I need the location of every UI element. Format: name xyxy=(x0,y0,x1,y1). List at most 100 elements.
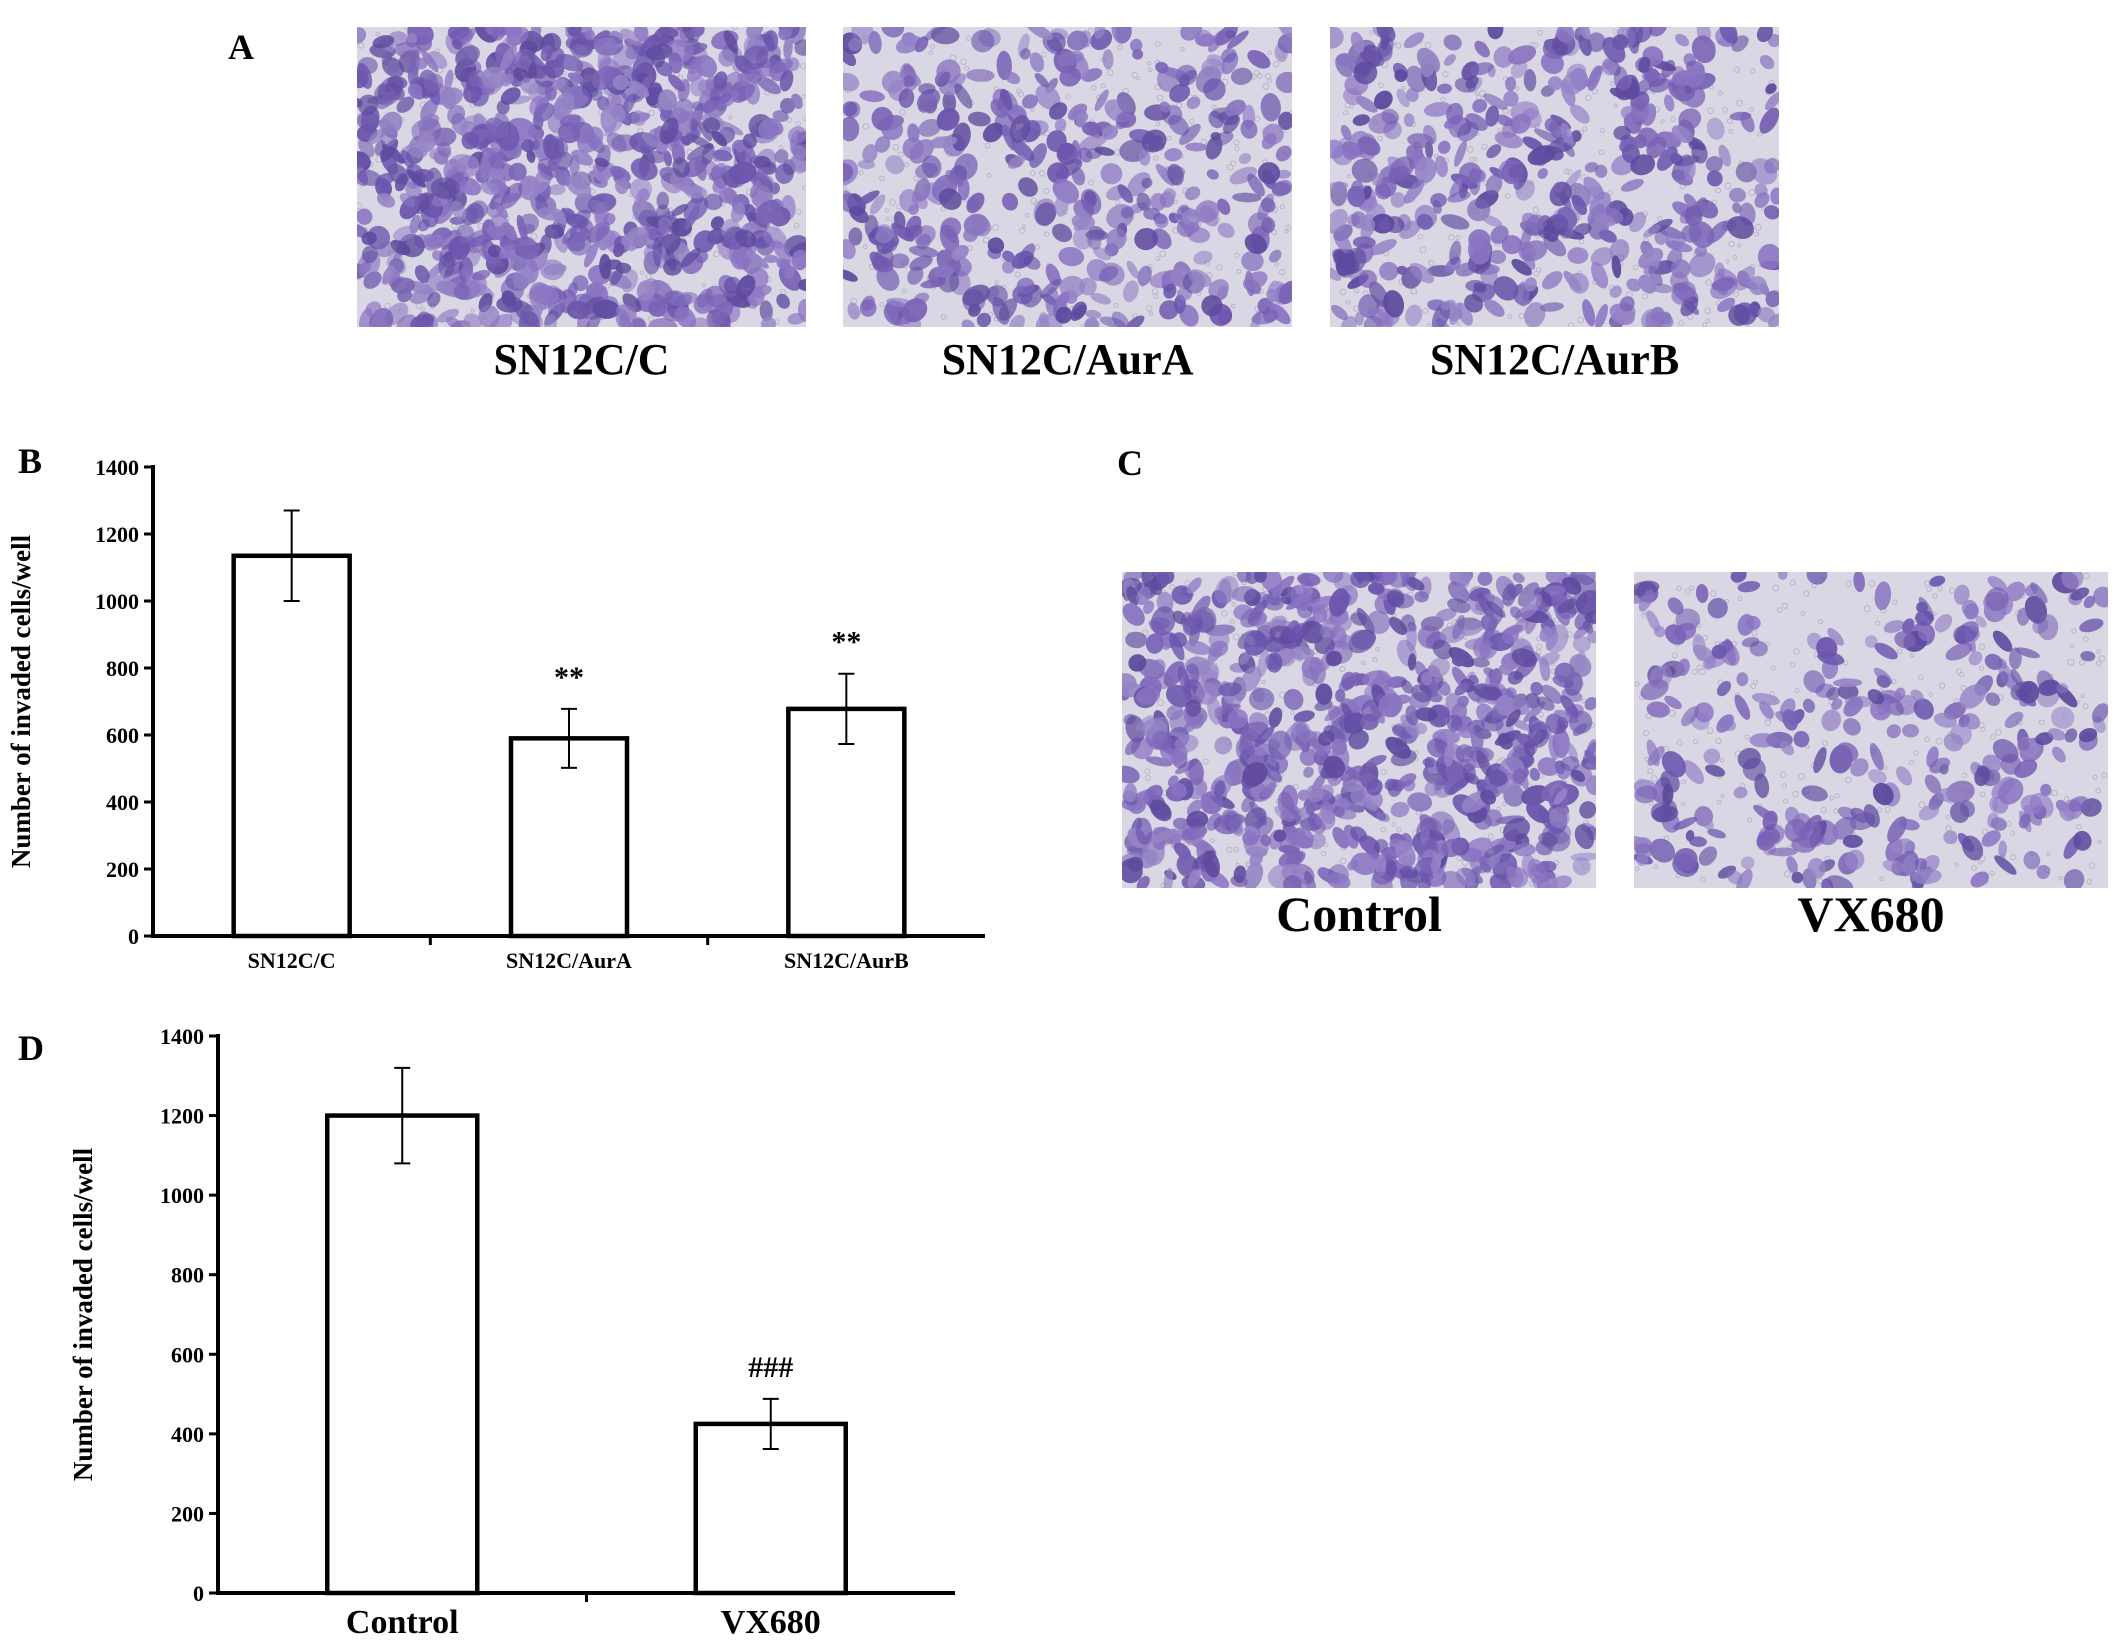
membrane-pore xyxy=(1688,585,1695,591)
membrane-pore xyxy=(2046,851,2051,856)
stained-cell xyxy=(1451,657,1465,667)
stained-cell xyxy=(1396,88,1410,108)
stained-cell xyxy=(859,90,885,103)
stained-cell xyxy=(577,315,590,327)
membrane-pore xyxy=(1567,322,1574,327)
stained-cell xyxy=(1975,615,1987,628)
micrograph-control xyxy=(1122,572,1596,888)
membrane-pore xyxy=(2101,772,2108,779)
stained-cell xyxy=(1348,629,1377,654)
stained-cell xyxy=(690,27,705,37)
membrane-pore xyxy=(1949,587,1956,594)
stained-cell xyxy=(671,203,689,217)
stained-cell xyxy=(1332,827,1349,849)
stained-cell xyxy=(562,225,578,245)
membrane-pore xyxy=(1018,227,1026,235)
stained-cell xyxy=(1307,815,1326,834)
membrane-pore xyxy=(1879,876,1884,882)
membrane-pore xyxy=(1732,255,1738,260)
membrane-pore xyxy=(1532,206,1540,214)
stained-cell xyxy=(1587,203,1605,224)
stained-cell xyxy=(1242,762,1268,787)
stained-cell xyxy=(672,157,690,178)
membrane-pore xyxy=(2080,693,2085,699)
membrane-pore xyxy=(1803,590,1810,597)
membrane-pore xyxy=(1834,793,1840,799)
stained-cell xyxy=(1001,192,1019,211)
membrane-pore xyxy=(403,27,409,30)
membrane-pore xyxy=(1155,121,1161,127)
stained-cell xyxy=(658,89,677,111)
stained-cell xyxy=(1191,850,1217,870)
stained-cell xyxy=(1918,804,1940,821)
stained-cell xyxy=(357,223,369,238)
stained-cell xyxy=(1501,235,1523,255)
stained-cell xyxy=(1943,830,1958,845)
stained-cell xyxy=(1868,769,1887,784)
stained-cell xyxy=(1662,783,1674,806)
stained-cell xyxy=(1933,712,1957,728)
stained-cell xyxy=(1188,269,1212,288)
stained-cell xyxy=(1481,214,1503,228)
stained-cell xyxy=(1646,739,1660,767)
stained-cell xyxy=(1458,162,1482,186)
membrane-pore xyxy=(1378,82,1384,89)
membrane-pore xyxy=(728,115,733,120)
membrane-pore xyxy=(1719,757,1725,763)
micrograph-sn12c-aura xyxy=(843,27,1292,327)
stained-cell xyxy=(1901,724,1919,738)
stained-cell xyxy=(663,258,683,276)
significance-marker: ** xyxy=(831,626,861,659)
stained-cell xyxy=(843,239,856,260)
stained-cell xyxy=(2047,728,2066,741)
membrane-pore xyxy=(1876,807,1883,813)
stained-cell xyxy=(902,75,915,87)
stained-cell xyxy=(1479,862,1492,873)
stained-cell xyxy=(1349,672,1363,687)
membrane-pore xyxy=(1267,50,1273,56)
stained-cell xyxy=(1126,260,1139,279)
y-tick-label: 0 xyxy=(128,924,139,949)
membrane-pore xyxy=(1377,135,1383,142)
stained-cell xyxy=(1020,48,1031,60)
stained-cell xyxy=(736,275,756,299)
stained-cell xyxy=(1226,30,1249,49)
stained-cell xyxy=(920,278,947,289)
stained-cell xyxy=(1123,783,1137,803)
stained-cell xyxy=(1727,216,1754,240)
membrane-pore xyxy=(1375,646,1380,652)
stained-cell xyxy=(1350,31,1365,54)
stained-cell xyxy=(533,102,555,122)
stained-cell xyxy=(539,259,565,281)
stained-cell xyxy=(1054,193,1069,217)
stained-cell xyxy=(1716,680,1732,697)
membrane-pore xyxy=(1757,131,1763,137)
membrane-pore xyxy=(2098,655,2106,662)
stained-cell xyxy=(684,185,708,199)
stained-cell xyxy=(723,186,738,206)
stained-cell xyxy=(1081,121,1102,136)
membrane-pore xyxy=(1380,768,1387,776)
stained-cell xyxy=(1178,850,1194,874)
stained-cell xyxy=(1831,698,1843,711)
stained-cell xyxy=(1352,236,1376,249)
stained-cell xyxy=(1281,863,1304,881)
membrane-pore xyxy=(1531,41,1539,49)
stained-cell xyxy=(1695,583,1709,604)
stained-cell xyxy=(1299,748,1318,766)
stained-cell xyxy=(1257,162,1281,185)
stained-cell xyxy=(1464,294,1484,313)
stained-cell xyxy=(1183,222,1200,235)
membrane-pore xyxy=(1184,579,1191,586)
stained-cell xyxy=(1539,626,1552,642)
membrane-pore xyxy=(1507,314,1513,319)
stained-cell xyxy=(1137,265,1152,286)
stained-cell xyxy=(455,45,480,67)
stained-cell xyxy=(1671,281,1696,305)
stained-cell xyxy=(730,202,746,223)
stained-cell xyxy=(1122,765,1140,784)
stained-cell xyxy=(425,236,446,251)
membrane-pore xyxy=(2069,644,2075,649)
stained-cell xyxy=(1573,223,1592,236)
membrane-pore xyxy=(1115,200,1121,206)
